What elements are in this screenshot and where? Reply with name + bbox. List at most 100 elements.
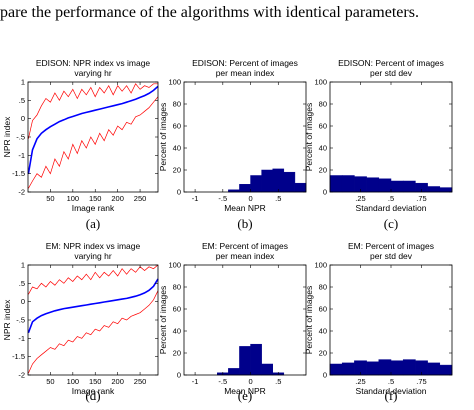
y-tick-label: -1 — [18, 334, 25, 343]
x-tick-label: 100 — [67, 377, 80, 386]
chart-title-line: EM: NPR index vs image — [46, 241, 141, 251]
y-tick-label: 40 — [173, 144, 181, 153]
intro-text: pare the performance of the algorithms w… — [0, 4, 419, 21]
histogram-bar — [283, 171, 296, 193]
series-line-max — [28, 83, 158, 139]
x-tick-label: 200 — [111, 377, 124, 386]
y-tick-label: 0 — [21, 297, 25, 306]
histogram-bar — [294, 182, 307, 193]
x-tick-label: -1 — [192, 194, 199, 203]
x-tick-label: 0 — [248, 377, 252, 386]
y-tick-label: 40 — [319, 144, 327, 153]
y-tick-label: -2 — [18, 371, 25, 380]
x-axis-label: Standard deviation — [356, 386, 427, 396]
histogram-bar — [272, 168, 285, 193]
panel-caption: (e) — [238, 388, 252, 403]
y-tick-label: 60 — [319, 122, 327, 131]
panel-caption: (f) — [385, 388, 398, 403]
histogram-bar — [427, 362, 441, 376]
series-line-max — [28, 264, 159, 295]
histogram-bar — [427, 186, 441, 193]
x-axis-label: Mean NPR — [224, 386, 266, 396]
chart-title-line: per std dev — [370, 251, 413, 261]
x-tick-label: .5 — [388, 377, 394, 386]
histogram-bar — [378, 359, 392, 376]
x-tick-label: .25 — [355, 377, 365, 386]
x-tick-label: 250 — [134, 377, 147, 386]
x-tick-label: 200 — [111, 194, 124, 203]
y-axis-label: Percent of images — [304, 103, 314, 172]
histogram-bar — [261, 169, 273, 193]
y-tick-label: 80 — [319, 283, 327, 292]
chart-title-line: per std dev — [370, 68, 413, 78]
x-tick-label: -.5 — [218, 377, 227, 386]
histogram-bar — [390, 360, 404, 376]
y-tick-label: 0 — [323, 371, 327, 380]
x-tick-label: 150 — [89, 377, 102, 386]
x-tick-label: 150 — [89, 194, 102, 203]
y-tick-label: 60 — [319, 305, 327, 314]
panel-caption: (b) — [237, 216, 252, 231]
histogram-bar — [239, 346, 251, 376]
axes-frame — [183, 264, 307, 376]
y-tick-label: 100 — [168, 261, 181, 270]
histogram-bar — [390, 180, 404, 193]
x-tick-label: .5 — [275, 377, 281, 386]
panel-caption: (c) — [384, 216, 398, 231]
x-axis-label: Image rank — [72, 203, 115, 213]
y-tick-label: -.5 — [16, 133, 25, 142]
y-tick-label: 0 — [177, 371, 181, 380]
y-tick-label: -2 — [18, 188, 25, 197]
x-axis-label: Image rank — [72, 386, 115, 396]
x-tick-label: .75 — [416, 194, 426, 203]
series-line-mean — [27, 85, 159, 174]
y-tick-label: 40 — [319, 327, 327, 336]
y-axis-label: Percent of images — [304, 286, 314, 355]
histogram-bar — [228, 368, 240, 376]
histogram-bar — [250, 343, 262, 376]
y-tick-label: 100 — [314, 78, 327, 87]
y-tick-label: 0 — [177, 188, 181, 197]
x-tick-label: 100 — [67, 194, 80, 203]
histogram-bar — [366, 177, 380, 193]
chart-title-line: EDISON: Percent of images — [192, 58, 298, 68]
y-tick-label: 100 — [168, 78, 181, 87]
x-tick-label: .25 — [355, 194, 365, 203]
y-tick-label: 20 — [173, 349, 181, 358]
series-line-min — [28, 96, 159, 189]
histogram-bar — [341, 362, 355, 376]
histogram-bar — [261, 363, 273, 376]
histogram-bar — [402, 359, 416, 376]
histogram-bar — [250, 175, 262, 193]
histogram-bar — [329, 363, 343, 376]
panel-caption: (d) — [85, 388, 100, 403]
x-tick-label: -1 — [192, 377, 199, 386]
y-tick-label: 20 — [319, 349, 327, 358]
chart-title-line: EDISON: NPR index vs image — [36, 58, 151, 68]
y-tick-label: 80 — [173, 100, 181, 109]
y-tick-label: .5 — [19, 96, 25, 105]
y-tick-label: 0 — [21, 114, 25, 123]
x-tick-label: .75 — [416, 377, 426, 386]
chart-title-line: per mean index — [216, 251, 275, 261]
y-tick-label: 80 — [319, 100, 327, 109]
x-tick-label: .5 — [388, 194, 394, 203]
y-tick-label: 1 — [21, 261, 25, 270]
chart-title-line: EM: Percent of images — [348, 241, 434, 251]
y-axis-label: NPR index — [2, 299, 12, 340]
y-tick-label: -1.5 — [12, 169, 25, 178]
y-tick-label: 20 — [173, 166, 181, 175]
y-tick-label: .5 — [19, 279, 25, 288]
x-axis-label: Standard deviation — [356, 203, 427, 213]
chart-title-line: per mean index — [216, 68, 275, 78]
y-axis-label: NPR index — [2, 116, 12, 157]
x-tick-label: -.5 — [218, 194, 227, 203]
chart-title-line: varying hr — [74, 68, 111, 78]
x-tick-label: 250 — [134, 194, 147, 203]
